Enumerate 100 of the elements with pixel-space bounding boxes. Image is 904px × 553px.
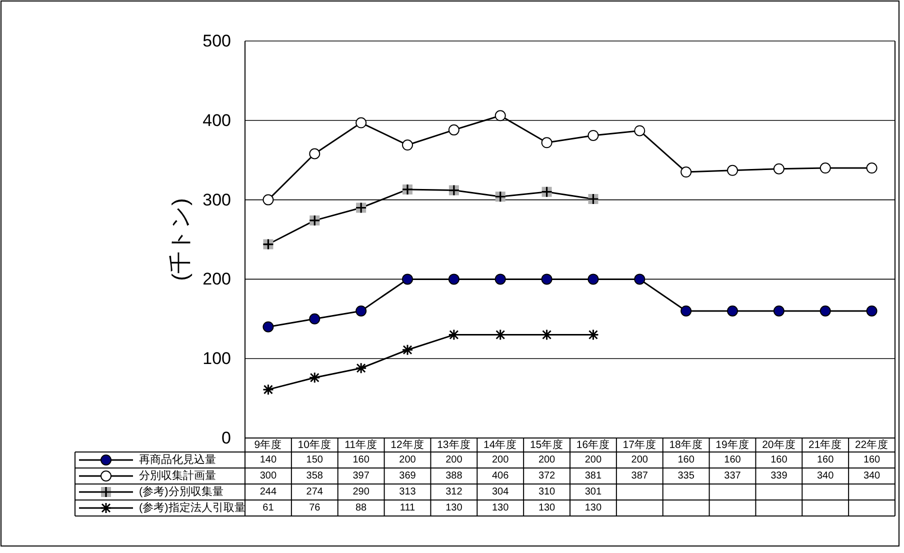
point bbox=[820, 162, 831, 174]
data-label: 160 bbox=[724, 454, 742, 466]
y-tick-label: 400 bbox=[202, 110, 231, 130]
point bbox=[309, 148, 320, 160]
data-label: 369 bbox=[399, 470, 416, 482]
legend-label: (参考)分別収集量 bbox=[139, 485, 224, 498]
y-tick-label: 200 bbox=[202, 270, 231, 289]
point bbox=[541, 274, 552, 285]
data-label: 130 bbox=[538, 502, 556, 514]
data-label: 339 bbox=[770, 470, 788, 482]
data-label: 160 bbox=[817, 454, 834, 466]
point bbox=[680, 305, 692, 316]
point bbox=[308, 372, 320, 384]
point bbox=[866, 162, 878, 174]
x-tick-label: 11年度 bbox=[344, 438, 378, 451]
point bbox=[402, 274, 413, 285]
data-label: 200 bbox=[631, 454, 648, 466]
point bbox=[588, 130, 599, 141]
point bbox=[494, 329, 506, 341]
y-axis-title: (千トン) bbox=[168, 198, 192, 281]
y-tick-label: 100 bbox=[202, 349, 231, 368]
x-tick-label: 10年度 bbox=[298, 438, 332, 451]
x-tick-label: 17年度 bbox=[622, 438, 656, 451]
data-label: 312 bbox=[446, 486, 463, 498]
data-label: 200 bbox=[446, 454, 463, 466]
point bbox=[355, 362, 367, 374]
data-label: 88 bbox=[356, 502, 368, 514]
data-label: 130 bbox=[584, 502, 602, 514]
x-tick-label: 20年度 bbox=[762, 438, 796, 451]
data-label: 381 bbox=[584, 470, 602, 482]
x-tick-label: 9年度 bbox=[254, 438, 282, 451]
point bbox=[634, 125, 646, 136]
point bbox=[820, 305, 831, 316]
data-label: 340 bbox=[863, 470, 881, 482]
point bbox=[262, 194, 274, 206]
point bbox=[448, 274, 460, 285]
point bbox=[356, 305, 367, 316]
point bbox=[494, 110, 506, 122]
x-tick-label: 16年度 bbox=[576, 438, 610, 451]
data-label: 160 bbox=[352, 454, 370, 466]
data-label: 372 bbox=[538, 470, 556, 482]
x-tick-label: 12年度 bbox=[390, 438, 424, 451]
x-tick-label: 19年度 bbox=[716, 438, 750, 451]
point bbox=[262, 384, 274, 396]
point bbox=[773, 305, 784, 316]
legend-label: (参考)指定法人引取量 bbox=[139, 501, 246, 514]
data-label: 301 bbox=[584, 486, 602, 498]
data-label: 111 bbox=[400, 502, 416, 514]
data-label: 397 bbox=[352, 470, 370, 482]
point bbox=[309, 313, 320, 324]
x-tick-label: 21年度 bbox=[808, 438, 842, 451]
data-label: 244 bbox=[260, 486, 277, 498]
data-label: 300 bbox=[260, 470, 277, 482]
point bbox=[773, 163, 784, 174]
legend-label: 再商品化見込量 bbox=[139, 453, 216, 466]
x-tick-label: 13年度 bbox=[437, 438, 471, 451]
data-label: 304 bbox=[492, 486, 510, 498]
point bbox=[402, 140, 413, 151]
data-label: 200 bbox=[538, 454, 556, 466]
data-label: 160 bbox=[678, 454, 695, 466]
point bbox=[588, 274, 599, 285]
data-label: 358 bbox=[306, 470, 324, 482]
x-tick-label: 15年度 bbox=[530, 438, 564, 451]
data-label: 335 bbox=[678, 470, 695, 482]
point bbox=[634, 274, 646, 285]
data-label: 140 bbox=[260, 454, 277, 466]
data-label: 200 bbox=[492, 454, 510, 466]
data-label: 160 bbox=[863, 454, 881, 466]
point bbox=[866, 305, 878, 316]
data-label: 200 bbox=[584, 454, 602, 466]
data-label: 290 bbox=[352, 486, 370, 498]
data-label: 130 bbox=[492, 502, 510, 514]
legend-label: 分別収集計画量 bbox=[139, 469, 216, 482]
x-tick-label: 14年度 bbox=[484, 438, 518, 451]
point bbox=[727, 305, 738, 316]
y-tick-label: 0 bbox=[222, 428, 231, 448]
data-label: 340 bbox=[817, 470, 834, 482]
data-label: 387 bbox=[631, 470, 648, 482]
point bbox=[541, 329, 553, 341]
data-label: 76 bbox=[309, 502, 321, 514]
point bbox=[402, 344, 414, 356]
point bbox=[448, 124, 460, 136]
point bbox=[541, 137, 552, 148]
point bbox=[727, 164, 738, 176]
point bbox=[448, 329, 460, 341]
y-tick-label: 300 bbox=[202, 190, 231, 210]
point bbox=[494, 274, 506, 285]
point bbox=[587, 329, 599, 341]
data-label: 150 bbox=[306, 454, 324, 466]
point bbox=[356, 117, 367, 128]
data-label: 160 bbox=[770, 454, 788, 466]
data-label: 313 bbox=[399, 486, 416, 498]
y-tick-label: 500 bbox=[202, 32, 231, 50]
data-label: 388 bbox=[446, 470, 463, 482]
x-tick-label: 18年度 bbox=[669, 438, 703, 451]
data-label: 337 bbox=[724, 470, 742, 482]
data-label: 310 bbox=[538, 486, 556, 498]
x-tick-label: 22年度 bbox=[854, 438, 889, 451]
point bbox=[262, 321, 274, 332]
data-label: 61 bbox=[262, 502, 274, 514]
